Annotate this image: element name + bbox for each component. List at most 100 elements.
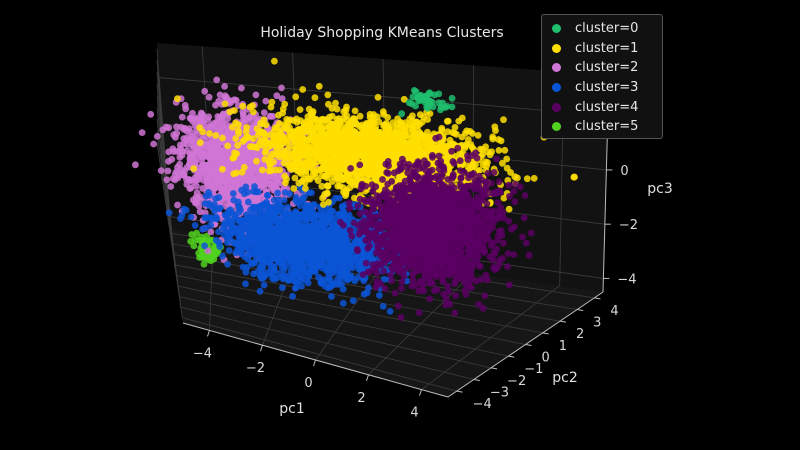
data-point (318, 246, 326, 254)
data-point (278, 95, 286, 102)
data-point (287, 212, 294, 220)
data-point (205, 93, 213, 101)
data-point (257, 182, 264, 190)
data-point (331, 139, 339, 147)
data-point (212, 124, 220, 131)
data-point (380, 122, 387, 130)
data-point (495, 136, 502, 143)
data-point (234, 127, 242, 135)
data-point (284, 161, 291, 169)
data-point (188, 137, 196, 145)
data-point (446, 136, 454, 144)
data-point (208, 150, 215, 158)
data-point (196, 254, 203, 261)
data-point (200, 260, 208, 268)
data-point (218, 124, 225, 132)
data-point (322, 172, 330, 180)
data-point (276, 136, 283, 144)
data-point (193, 130, 200, 137)
data-point (185, 125, 193, 133)
data-point (222, 191, 230, 199)
data-point (381, 142, 389, 150)
data-point (292, 243, 300, 251)
data-point (178, 211, 186, 219)
data-point (203, 232, 211, 240)
data-point (329, 207, 337, 215)
data-point (193, 199, 200, 207)
data-point (313, 136, 321, 144)
data-point (286, 190, 293, 198)
data-point (257, 202, 264, 210)
data-point (409, 93, 417, 101)
data-point (315, 151, 323, 159)
data-point (448, 94, 456, 102)
data-point (262, 97, 270, 105)
data-point (250, 250, 258, 257)
data-point (280, 196, 288, 204)
data-point (256, 287, 264, 295)
data-point (334, 251, 341, 259)
data-point (365, 284, 372, 292)
data-point (221, 92, 229, 100)
data-point (205, 123, 213, 130)
data-point (235, 204, 243, 212)
data-point (193, 145, 201, 153)
data-point (309, 171, 317, 179)
data-point (335, 228, 343, 236)
data-point (174, 163, 181, 171)
data-point (324, 252, 331, 260)
data-point (165, 209, 173, 217)
data-point (279, 284, 286, 291)
data-point (356, 112, 364, 120)
grid-line-y (180, 306, 474, 380)
data-point (226, 228, 234, 236)
data-point (311, 94, 319, 102)
data-point (292, 93, 300, 101)
data-point (260, 281, 268, 289)
data-point (163, 176, 171, 184)
data-point (315, 240, 323, 248)
data-point (275, 120, 283, 127)
data-point (438, 124, 446, 132)
data-point (418, 118, 426, 126)
data-point (260, 130, 267, 137)
data-point (347, 243, 355, 251)
data-point (333, 105, 341, 113)
data-point (252, 256, 260, 264)
data-point (246, 216, 253, 224)
data-point (406, 150, 414, 158)
data-point (326, 123, 333, 131)
data-point (305, 202, 313, 210)
data-point (310, 146, 318, 154)
data-point (384, 114, 392, 121)
data-point (267, 141, 275, 149)
data-point (289, 292, 296, 300)
data-point (379, 302, 387, 310)
grid-line-z (159, 77, 608, 117)
data-point (253, 212, 261, 220)
data-point (321, 234, 328, 242)
data-point (343, 249, 350, 257)
data-point (199, 164, 207, 171)
data-point (206, 130, 213, 137)
data-point (247, 143, 254, 151)
data-point (291, 165, 299, 173)
data-point (320, 146, 327, 154)
data-point (238, 168, 246, 176)
data-point (207, 141, 215, 149)
data-point (174, 95, 181, 103)
data-point (426, 98, 434, 105)
data-point (290, 185, 298, 192)
data-point (530, 174, 538, 182)
data-point (360, 150, 367, 158)
data-point (261, 243, 269, 251)
data-point (261, 236, 269, 244)
data-point (204, 247, 212, 255)
data-point (299, 251, 307, 259)
data-point (365, 130, 373, 138)
data-point (207, 183, 215, 190)
data-point (238, 84, 245, 92)
data-point (252, 91, 260, 99)
data-point (324, 91, 332, 99)
data-point (399, 125, 407, 133)
